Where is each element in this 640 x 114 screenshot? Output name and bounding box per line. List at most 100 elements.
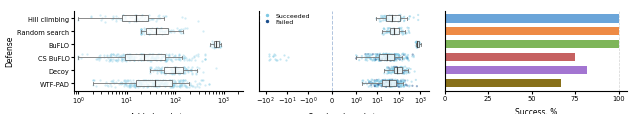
Point <box>396 19 406 21</box>
Point <box>150 85 160 87</box>
Point <box>169 84 179 86</box>
Point <box>121 81 131 83</box>
Point <box>142 55 152 57</box>
Point <box>379 29 389 30</box>
Point <box>389 60 399 62</box>
Point <box>413 45 424 47</box>
Point <box>380 82 390 84</box>
Point <box>143 53 154 55</box>
Point <box>175 86 186 87</box>
Point <box>194 82 204 84</box>
X-axis label: Added packets: Added packets <box>130 112 187 114</box>
Point <box>376 86 387 87</box>
Point <box>401 58 412 60</box>
Point <box>400 66 410 68</box>
Point <box>389 18 399 20</box>
Point <box>161 60 172 62</box>
Bar <box>390 29 399 35</box>
Point <box>124 59 134 60</box>
Point <box>386 54 396 56</box>
Point <box>383 57 393 59</box>
Point <box>397 68 407 69</box>
Point <box>404 72 415 74</box>
Point <box>157 56 168 57</box>
Point <box>135 54 145 55</box>
Point <box>392 34 403 36</box>
Point <box>120 83 130 85</box>
Point <box>392 69 402 70</box>
Point <box>384 31 394 33</box>
Point <box>387 83 397 84</box>
Point <box>180 79 190 81</box>
Point <box>154 81 164 83</box>
Point <box>371 60 381 61</box>
Point <box>391 70 401 72</box>
Point <box>373 59 383 61</box>
Point <box>156 82 166 84</box>
Point <box>183 70 193 72</box>
Point <box>400 80 410 82</box>
Point <box>403 85 413 87</box>
Point <box>387 31 397 32</box>
Point <box>369 85 380 87</box>
Point <box>133 82 143 83</box>
Point <box>156 83 166 85</box>
Point <box>147 19 157 21</box>
Point <box>160 66 170 68</box>
Point <box>387 58 397 59</box>
Point <box>387 66 397 68</box>
Point <box>120 57 131 59</box>
Point <box>148 58 158 60</box>
Point <box>138 31 148 33</box>
Point <box>387 68 397 70</box>
Point <box>381 56 391 58</box>
Point <box>374 82 385 83</box>
Point <box>390 86 400 88</box>
Point <box>129 60 140 61</box>
Point <box>94 57 104 59</box>
Point <box>374 55 384 57</box>
Point <box>165 68 175 70</box>
Point <box>165 31 175 33</box>
Point <box>394 21 404 23</box>
Point <box>380 56 390 58</box>
Point <box>384 55 394 57</box>
Point <box>383 29 394 31</box>
Point <box>185 70 195 71</box>
Point <box>380 58 390 60</box>
Point <box>366 81 376 82</box>
Point <box>407 56 417 58</box>
Point <box>154 84 164 85</box>
Point <box>167 79 177 81</box>
Point <box>390 54 400 56</box>
Point <box>178 33 188 35</box>
Point <box>412 46 422 48</box>
Point <box>157 16 168 17</box>
Point <box>174 30 184 32</box>
Point <box>110 60 120 62</box>
Point <box>117 20 127 21</box>
Point <box>387 85 397 87</box>
Bar <box>164 68 183 73</box>
Point <box>365 59 376 60</box>
Point <box>172 79 182 81</box>
Point <box>376 84 386 85</box>
Point <box>402 57 412 59</box>
Point <box>390 54 400 56</box>
Point <box>129 56 139 58</box>
Point <box>369 84 380 86</box>
Point <box>172 68 182 70</box>
Point <box>120 59 130 61</box>
Point <box>385 55 396 57</box>
Point <box>119 85 129 87</box>
Point <box>381 84 391 86</box>
Point <box>156 53 166 55</box>
Point <box>146 60 156 62</box>
Point <box>138 80 148 82</box>
Point <box>387 29 397 31</box>
Point <box>169 56 179 57</box>
Point <box>389 69 399 71</box>
Point <box>173 70 183 72</box>
Point <box>401 56 412 58</box>
Point <box>129 60 140 62</box>
